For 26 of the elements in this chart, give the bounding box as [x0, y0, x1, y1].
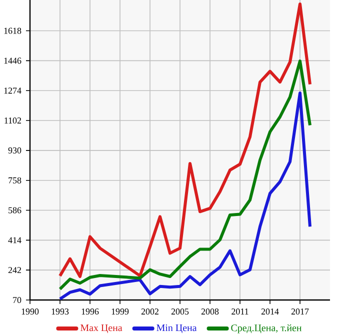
line-series — [58, 2, 312, 278]
x-tick-label: 2008 — [201, 308, 219, 315]
x-tick-label: 2002 — [141, 308, 158, 315]
y-tick-label: 1102 — [4, 117, 21, 124]
legend-label: Max Цена — [80, 324, 122, 334]
x-tick-label: 1990 — [22, 308, 39, 315]
y-tick-label: 1274 — [4, 88, 22, 94]
legend-label: Сред.Цена, т.йен — [231, 324, 302, 334]
y-tick-label: 930 — [8, 147, 22, 154]
y-tick-label: 414 — [8, 237, 22, 244]
y-tick-label: 1618 — [4, 28, 22, 34]
line-series — [58, 92, 312, 300]
x-tick-label: 2005 — [171, 308, 189, 315]
x-tick-label: 1996 — [82, 308, 99, 315]
y-tick-label: 242 — [8, 267, 21, 274]
legend-label: Min Цена — [156, 324, 197, 334]
x-tick-label: 2014 — [261, 308, 279, 315]
x-tick-label: 1993 — [52, 308, 69, 315]
x-tick-label: 1999 — [112, 308, 129, 315]
y-tick-label: 70 — [13, 296, 22, 304]
line-series — [58, 60, 312, 291]
x-tick-label: 2017 — [291, 308, 309, 315]
y-tick-label: 1446 — [4, 58, 22, 64]
y-tick-label: 586 — [8, 207, 22, 214]
y-tick-label: 758 — [8, 177, 22, 184]
x-tick-label: 2011 — [232, 308, 248, 315]
